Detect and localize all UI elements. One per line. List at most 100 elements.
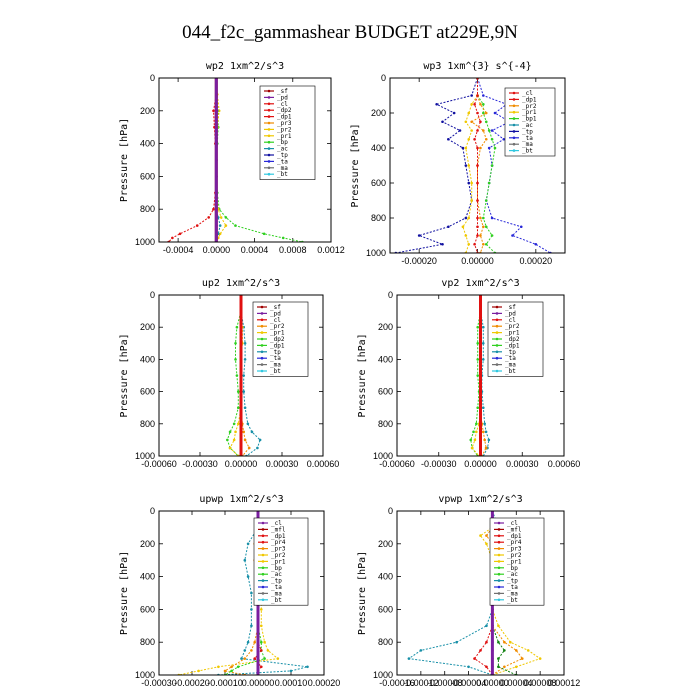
x-tick-label: -0.00020 bbox=[174, 678, 210, 688]
data-point bbox=[289, 669, 293, 673]
data-point bbox=[230, 665, 233, 669]
data-point bbox=[479, 120, 482, 124]
data-point bbox=[493, 146, 497, 150]
plot-frame bbox=[158, 77, 332, 243]
legend-label: _pr4 bbox=[271, 539, 286, 546]
x-tick-label: -0.00030 bbox=[182, 459, 218, 469]
data-point bbox=[281, 236, 285, 240]
data-point bbox=[473, 102, 476, 106]
legend-label: _pr3 bbox=[507, 546, 522, 553]
legend-label: _pd bbox=[505, 310, 516, 317]
data-point bbox=[212, 207, 215, 211]
data-point bbox=[514, 665, 518, 669]
legend-label: _dp2 bbox=[505, 336, 520, 343]
data-point bbox=[491, 649, 494, 652]
legend-label: _pd bbox=[277, 94, 288, 101]
data-point bbox=[242, 430, 246, 434]
y-tick-label: 1000 bbox=[366, 248, 386, 258]
legend-marker bbox=[260, 344, 264, 347]
data-point bbox=[243, 558, 247, 562]
y-tick-label: 400 bbox=[378, 354, 393, 364]
data-point bbox=[503, 640, 506, 644]
y-tick-label: 1000 bbox=[373, 670, 393, 680]
panel-up2: up2 1xm^2/s^3 Pressure [hPa] 0 200 400 600 800… bbox=[119, 278, 339, 469]
data-point bbox=[256, 608, 260, 611]
y-axis-label: Pressure [hPa] bbox=[119, 333, 130, 417]
legend-marker bbox=[497, 528, 501, 531]
y-tick-label: 800 bbox=[378, 419, 393, 429]
data-point bbox=[467, 181, 471, 185]
series-line-pr2 bbox=[470, 78, 488, 253]
legend-marker bbox=[261, 560, 265, 563]
data-point bbox=[476, 325, 480, 329]
data-point bbox=[493, 111, 497, 115]
data-point bbox=[441, 120, 444, 124]
x-tick-label: 0.00010 bbox=[275, 678, 308, 688]
data-point bbox=[266, 649, 270, 652]
data-point bbox=[476, 164, 479, 167]
data-point bbox=[243, 358, 247, 361]
y-tick-label: 600 bbox=[371, 178, 386, 188]
data-point bbox=[479, 446, 482, 450]
data-point bbox=[484, 120, 488, 124]
legend-marker bbox=[260, 324, 264, 328]
legend: _cl_mfl_dp1_pr4_pr3_pr2_pr1_bp_ac_tp_ta_… bbox=[253, 517, 309, 606]
plot-frame bbox=[158, 294, 324, 457]
data-point bbox=[476, 358, 480, 361]
data-point bbox=[487, 146, 491, 150]
data-point bbox=[479, 534, 482, 537]
data-point bbox=[239, 446, 243, 450]
data-point bbox=[215, 158, 218, 162]
data-point bbox=[497, 624, 500, 628]
legend-marker bbox=[267, 102, 271, 106]
data-point bbox=[224, 224, 228, 227]
legend-marker bbox=[267, 89, 271, 93]
legend-marker bbox=[261, 585, 265, 589]
panel-vp2: vp2 1xm^2/s^3 Pressure [hPa] 0 200 400 600 800… bbox=[357, 278, 580, 469]
data-point bbox=[250, 430, 254, 434]
data-point bbox=[479, 216, 482, 220]
data-point bbox=[491, 665, 494, 669]
y-axis-label: Pressure [hPa] bbox=[357, 333, 368, 417]
data-point bbox=[246, 422, 250, 426]
legend-label: _cl bbox=[271, 520, 282, 527]
data-point bbox=[239, 430, 243, 434]
legend-marker bbox=[495, 369, 499, 373]
data-point bbox=[256, 640, 260, 644]
legend-marker bbox=[267, 140, 271, 144]
legend-label: _tp bbox=[271, 578, 282, 585]
legend-label: _bp bbox=[271, 565, 282, 572]
data-point bbox=[250, 608, 253, 611]
data-point bbox=[260, 608, 263, 611]
data-point bbox=[207, 216, 210, 219]
y-tick-label: 800 bbox=[140, 637, 155, 647]
x-tick-label: 0.00020 bbox=[308, 678, 341, 688]
legend-marker bbox=[497, 566, 501, 570]
data-point bbox=[470, 120, 473, 124]
legend-label: _dp1 bbox=[507, 533, 522, 540]
data-point bbox=[484, 225, 488, 229]
data-point bbox=[236, 390, 240, 393]
legend-marker bbox=[512, 110, 516, 114]
data-point bbox=[219, 216, 223, 219]
legend-marker bbox=[497, 579, 501, 582]
legend-label: _cl bbox=[505, 317, 516, 324]
data-point bbox=[215, 216, 218, 219]
data-point bbox=[476, 199, 479, 202]
legend-label: _ta bbox=[505, 355, 516, 362]
y-tick-label: 800 bbox=[140, 204, 155, 214]
data-point bbox=[482, 129, 485, 132]
legend-marker bbox=[495, 305, 499, 309]
legend-marker bbox=[261, 579, 265, 582]
data-point bbox=[479, 234, 482, 237]
y-tick-label: 1000 bbox=[135, 670, 155, 680]
data-point bbox=[484, 137, 488, 141]
legend-marker bbox=[260, 369, 264, 373]
legend-label: _bt bbox=[277, 171, 288, 178]
legend-label: _dp2 bbox=[277, 107, 292, 114]
y-tick-label: 200 bbox=[378, 322, 393, 332]
data-point bbox=[256, 446, 259, 450]
legend-label: _pr2 bbox=[505, 323, 520, 330]
data-point bbox=[485, 665, 488, 669]
